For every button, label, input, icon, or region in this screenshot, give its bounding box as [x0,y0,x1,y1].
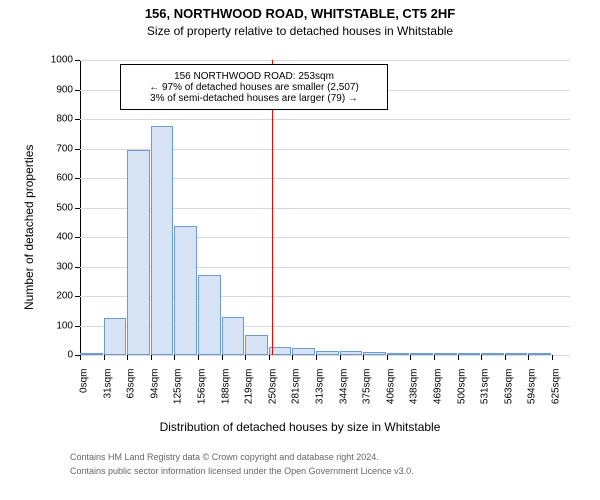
annotation-line-2: ← 97% of detached houses are smaller (2,… [149,82,359,93]
x-tick-mark [410,355,411,360]
annotation-line-3: 3% of semi-detached houses are larger (7… [150,93,358,104]
y-tick-mark [75,237,80,238]
histogram-bar [505,353,528,355]
x-tick-label: 531sqm [480,369,491,419]
x-tick-label: 219sqm [244,369,255,419]
annotation-box: 156 NORTHWOOD ROAD: 253sqm ← 97% of deta… [120,64,388,110]
histogram-bar [151,126,174,355]
x-tick-label: 375sqm [362,369,373,419]
y-tick-mark [75,178,80,179]
x-tick-mark [245,355,246,360]
chart-title: 156, NORTHWOOD ROAD, WHITSTABLE, CT5 2HF [0,6,600,21]
x-tick-label: 94sqm [149,369,160,419]
x-axis-label: Distribution of detached houses by size … [0,420,600,434]
x-tick-label: 406sqm [385,369,396,419]
x-tick-label: 0sqm [79,369,90,419]
histogram-bar [104,318,127,355]
gridline [80,119,570,120]
x-tick-mark [458,355,459,360]
x-tick-label: 313sqm [315,369,326,419]
x-tick-mark [104,355,105,360]
x-tick-mark [340,355,341,360]
y-tick-mark [75,90,80,91]
y-tick-mark [75,208,80,209]
x-tick-mark [316,355,317,360]
x-tick-mark [363,355,364,360]
annotation-line-1: 156 NORTHWOOD ROAD: 253sqm [174,71,334,82]
x-tick-label: 125sqm [173,369,184,419]
x-tick-mark [387,355,388,360]
y-tick-label: 300 [45,261,73,272]
y-tick-label: 700 [45,143,73,154]
x-tick-label: 469sqm [433,369,444,419]
x-tick-mark [528,355,529,360]
x-tick-label: 438sqm [409,369,420,419]
x-tick-label: 500sqm [456,369,467,419]
x-tick-label: 156sqm [197,369,208,419]
y-tick-label: 500 [45,202,73,213]
histogram-bar [198,275,221,355]
x-tick-label: 594sqm [527,369,538,419]
x-tick-mark [505,355,506,360]
histogram-bar [410,353,433,355]
x-tick-mark [198,355,199,360]
x-tick-label: 31sqm [102,369,113,419]
y-tick-mark [75,267,80,268]
x-tick-label: 625sqm [551,369,562,419]
x-tick-label: 344sqm [338,369,349,419]
y-tick-label: 900 [45,84,73,95]
x-tick-label: 281sqm [291,369,302,419]
y-tick-mark [75,119,80,120]
y-tick-mark [75,296,80,297]
gridline [80,60,570,61]
gridline [80,355,570,356]
x-tick-mark [80,355,81,360]
histogram-bar [387,353,410,355]
histogram-bar [528,353,551,355]
y-tick-mark [75,326,80,327]
histogram-bar [174,226,197,355]
y-tick-label: 0 [45,350,73,361]
histogram-bar [481,353,504,355]
histogram-bar [458,353,481,355]
x-tick-mark [269,355,270,360]
y-tick-label: 600 [45,173,73,184]
histogram-bar [222,317,245,355]
x-tick-mark [434,355,435,360]
histogram-bar [316,351,339,355]
y-tick-label: 800 [45,114,73,125]
y-tick-label: 100 [45,320,73,331]
x-tick-mark [174,355,175,360]
histogram-bar [434,353,457,355]
x-tick-label: 563sqm [503,369,514,419]
y-tick-mark [75,60,80,61]
credit-line-2: Contains public sector information licen… [70,466,414,476]
histogram-bar [80,353,103,355]
x-tick-label: 188sqm [220,369,231,419]
x-tick-label: 250sqm [267,369,278,419]
y-tick-label: 400 [45,232,73,243]
chart-subtitle: Size of property relative to detached ho… [0,24,600,38]
credit-line-1: Contains HM Land Registry data © Crown c… [70,452,379,462]
histogram-bar [363,352,386,355]
chart-container: { "title": "156, NORTHWOOD ROAD, WHITSTA… [0,0,600,500]
x-tick-mark [222,355,223,360]
histogram-bar [340,351,363,355]
x-tick-mark [292,355,293,360]
x-tick-label: 63sqm [126,369,137,419]
histogram-bar [245,335,268,355]
x-tick-mark [151,355,152,360]
y-tick-label: 200 [45,291,73,302]
histogram-bar [292,348,315,355]
y-tick-mark [75,149,80,150]
y-axis-label: Number of detached properties [22,145,36,310]
x-tick-mark [127,355,128,360]
x-tick-mark [552,355,553,360]
x-tick-mark [481,355,482,360]
histogram-bar [127,150,150,355]
y-tick-label: 1000 [45,55,73,66]
